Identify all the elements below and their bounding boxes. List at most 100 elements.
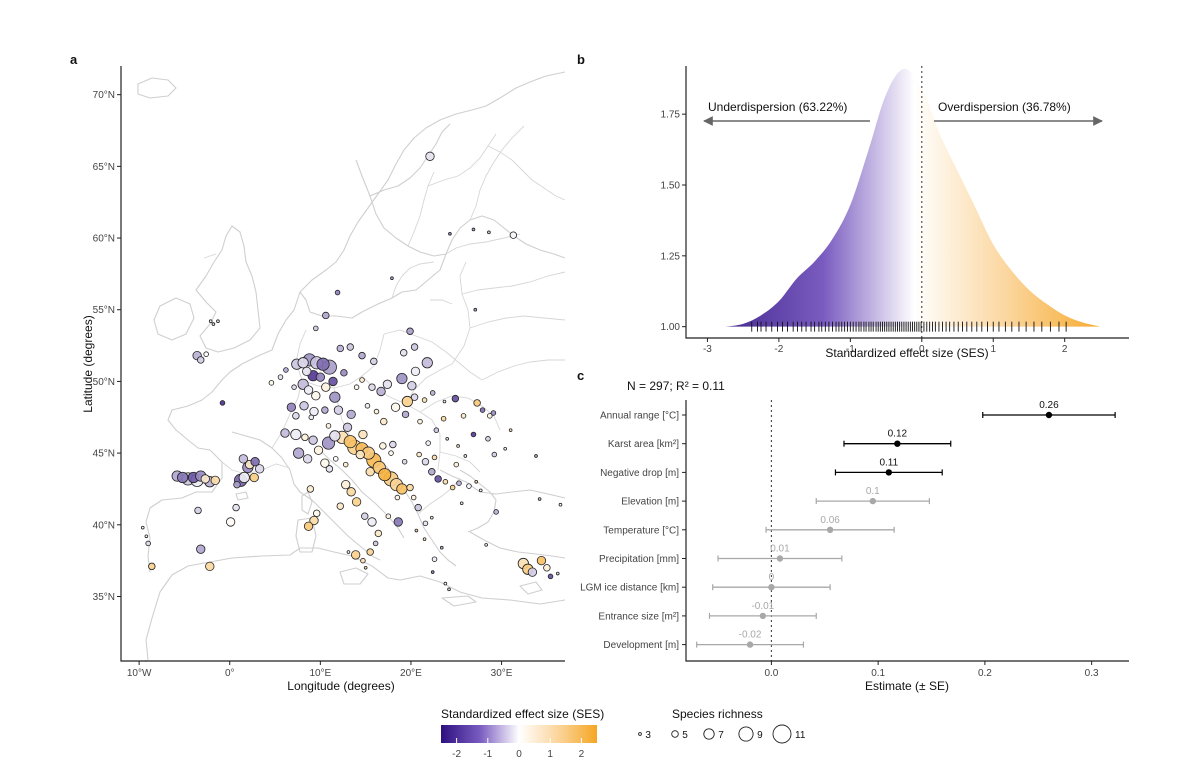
ses-legend-tick-label: 0 (516, 749, 522, 760)
site-point (277, 374, 284, 380)
site-point (555, 571, 560, 576)
ses-legend-tick-label: 2 (579, 749, 585, 760)
site-point (388, 450, 394, 456)
site-point (406, 483, 414, 492)
site-point (328, 376, 338, 387)
coef-term-label: LGM ice distance [km] (580, 583, 679, 594)
site-point (487, 230, 491, 235)
richness-legend-items: 3 5 7 9 11 (638, 724, 806, 744)
site-point (434, 475, 442, 483)
site-point (342, 461, 349, 468)
coef-point (826, 526, 834, 533)
coastline (145, 71, 566, 662)
coef-term-label: Development [m] (603, 640, 679, 651)
site-point (366, 548, 374, 556)
site-point (303, 454, 313, 464)
site-point (537, 497, 542, 501)
site-point (451, 394, 460, 403)
coef-value-label: 0.12 (888, 429, 908, 440)
panel-label-b: b (577, 52, 585, 67)
site-point (393, 517, 403, 527)
panel-label-a: a (70, 52, 78, 67)
coef-term-label: Precipitation [mm] (599, 554, 679, 565)
coef-term-label: Entrance size [m²] (598, 611, 679, 622)
coef-rows: 0.26 Annual range [°C] 0.12 Karst area [km²… (580, 400, 1116, 651)
site-point (291, 384, 297, 390)
density-x-tick-label: 2 (1062, 344, 1068, 355)
site-point (316, 357, 330, 371)
coef-value-label: 0.11 (879, 457, 898, 468)
coef-term-label: Elevation [m] (621, 497, 679, 508)
site-point (490, 410, 497, 416)
ses-legend-tick-label: 1 (547, 749, 553, 760)
density-y-tick-label: 1.00 (661, 322, 681, 333)
site-point (401, 458, 408, 465)
map-x-tick-label: 30°E (491, 668, 513, 679)
site-point (385, 513, 392, 519)
coastline-ireland (153, 297, 195, 341)
site-point (485, 436, 491, 442)
site-point (466, 483, 472, 489)
site-point (359, 377, 365, 383)
site-point (447, 587, 451, 592)
richness-legend-label: 7 (718, 730, 724, 741)
site-point (358, 351, 366, 360)
coef-row: 0.06 Temperature [°C] (603, 515, 895, 536)
site-point (425, 151, 435, 161)
site-point (355, 449, 365, 460)
density-rug (751, 321, 1067, 332)
site-point (197, 356, 205, 364)
coef-point (885, 469, 893, 476)
site-point (407, 381, 417, 391)
richness-legend-circle (671, 730, 679, 738)
site-point (479, 407, 486, 413)
site-point (233, 480, 241, 489)
site-point (431, 454, 438, 461)
coef-value-label: -0.01 (751, 601, 774, 612)
coef-point (768, 584, 775, 591)
coef-term-label: Negative drop [m] (600, 468, 679, 479)
site-point (421, 397, 428, 403)
site-point (417, 418, 423, 425)
site-point (378, 468, 392, 482)
site-point (250, 457, 260, 467)
site-point (410, 343, 419, 351)
site-point (315, 372, 325, 382)
site-point (351, 497, 362, 507)
richness-legend: Species richness 3 5 7 9 11 (638, 707, 806, 744)
site-point (390, 276, 394, 280)
richness-legend-label: 3 (645, 730, 651, 741)
coef-x-tick-label: 0.3 (1085, 668, 1099, 679)
site-point (211, 322, 216, 326)
density-x-tick-label: -3 (703, 344, 712, 355)
site-point (334, 289, 341, 296)
site-point (367, 517, 377, 527)
site-point (410, 366, 421, 377)
site-point (140, 525, 145, 530)
site-point (303, 385, 314, 395)
density-y-tick-label: 1.25 (661, 251, 681, 262)
site-point (306, 485, 315, 493)
site-point (456, 444, 460, 448)
coastline-corsica (301, 491, 313, 515)
coef-row: 0.01 Precipitation [mm] (599, 544, 843, 565)
richness-legend-label: 11 (795, 730, 806, 741)
coef-term-label: Karst area [km²] (608, 439, 679, 450)
panel-label-c: c (577, 368, 584, 383)
site-point (290, 428, 302, 441)
site-point (421, 458, 430, 466)
coef-x-tick-label: 0.1 (871, 668, 885, 679)
coastline-britain (195, 225, 261, 353)
site-point (509, 231, 518, 239)
site-point (325, 423, 332, 429)
site-point (401, 410, 410, 419)
coef-x-tick-label: 0.0 (764, 668, 778, 679)
ses-legend-ticks: -2 -1 0 1 2 (452, 738, 585, 760)
site-point (286, 402, 297, 412)
map-x-label: Longitude (degrees) (287, 679, 394, 693)
map-y-label: Latitude (degrees) (81, 315, 95, 412)
site-point (422, 537, 427, 541)
map-x-tick-label: 20°E (400, 668, 422, 679)
site-point (414, 528, 419, 533)
site-point (410, 494, 417, 501)
